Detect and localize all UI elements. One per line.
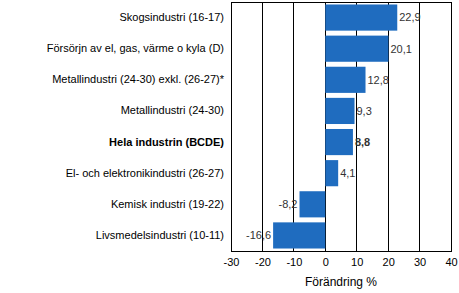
tick: -30	[224, 251, 240, 268]
axis-line	[232, 251, 452, 252]
tick: Metallindustri (24-30)	[121, 104, 231, 116]
grid-line	[419, 2, 420, 251]
axis-line	[231, 3, 232, 252]
bar	[325, 67, 365, 93]
grid-line	[293, 2, 294, 251]
data-label: 8,8	[355, 136, 370, 148]
tick-label: Metallindustri (24-30) exkl. (26-27)*	[52, 73, 225, 85]
axis-title: Förändring %	[305, 275, 377, 289]
tick-label: Försörjn av el, gas, värme o kyla (D)	[47, 42, 224, 54]
y-axis: Skogsindustri (16-17) Försörjn av el, gas…	[47, 3, 232, 252]
tick-label: -10	[286, 256, 302, 268]
plot-frame	[231, 2, 451, 251]
x-axis: -30 -20 -10 0 10 20 30 40	[224, 251, 458, 268]
grid-line	[262, 2, 263, 251]
tick: Metallindustri (24-30) exkl. (26-27)*	[52, 73, 231, 85]
tick: El- och elektronikindustri (26-27)	[66, 167, 231, 179]
tick: Hela industrin (BCDE)	[109, 136, 231, 148]
tick-label: Metallindustri (24-30)	[121, 104, 224, 116]
data-label: -8,2	[279, 198, 298, 210]
data-label: 9,3	[357, 105, 372, 117]
tick-label: 30	[414, 256, 426, 268]
tick: 0	[323, 251, 329, 268]
tick-label: 40	[445, 256, 457, 268]
tick-label: El- och elektronikindustri (26-27)	[66, 167, 224, 179]
bar	[325, 4, 397, 30]
tick: 30	[414, 251, 426, 268]
tick-label: Skogsindustri (16-17)	[119, 11, 224, 23]
plot: 22,9 20,1 12,8 9,3 8,8 4,1 -8,2 -16,6 -30 -20 -10 0…	[47, 2, 458, 268]
grid	[231, 2, 451, 251]
chart: 22,9 20,1 12,8 9,3 8,8 4,1 -8,2 -16,6 -30 -20 -10 0…	[0, 0, 459, 293]
tick-label: -30	[224, 256, 240, 268]
tick-label: Kemisk industri (19-22)	[111, 198, 224, 210]
tick: 10	[351, 251, 363, 268]
tick-label: -20	[255, 256, 271, 268]
tick: Kemisk industri (19-22)	[111, 198, 231, 210]
tick: Försörjn av el, gas, värme o kyla (D)	[47, 42, 231, 54]
tick: 40	[445, 251, 457, 268]
tick-label: Hela industrin (BCDE)	[109, 136, 224, 148]
tick-label: 0	[323, 256, 329, 268]
bar	[325, 160, 338, 186]
tick: Skogsindustri (16-17)	[119, 11, 231, 23]
data-label: 4,1	[340, 167, 355, 179]
tick: Livsmedelsindustri (10-11)	[96, 229, 231, 241]
data-label: 22,9	[399, 11, 420, 23]
tick-label: 20	[383, 256, 395, 268]
data-label: 20,1	[390, 43, 411, 55]
tick: 20	[383, 251, 395, 268]
data-label: 12,8	[368, 74, 389, 86]
bar	[325, 129, 353, 155]
data-label: -16,6	[246, 229, 271, 241]
tick-label: 10	[351, 256, 363, 268]
bar	[325, 36, 388, 62]
bar	[300, 191, 326, 217]
tick-label: Livsmedelsindustri (10-11)	[96, 229, 224, 241]
bars	[273, 4, 397, 248]
bar	[325, 98, 354, 124]
bar	[273, 222, 325, 248]
tick: -10	[286, 251, 302, 268]
data-labels: 22,9 20,1 12,8 9,3 8,8 4,1 -8,2 -16,6	[246, 11, 421, 241]
tick: -20	[255, 251, 271, 268]
